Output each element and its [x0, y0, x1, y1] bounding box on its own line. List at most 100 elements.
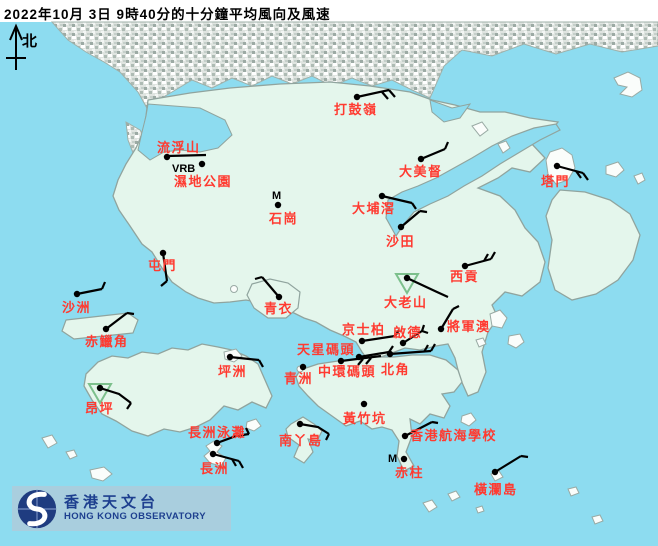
- wind-barb-feather-tap-mun-1: [575, 170, 582, 179]
- station-label-star-ferry-pier: 天星碼頭: [297, 342, 355, 357]
- station-label-wetland-park: 濕地公園: [174, 174, 232, 189]
- station-dot-kings-park: [358, 337, 366, 345]
- station-label-sha-tin: 沙田: [386, 234, 415, 249]
- wind-barb-star-ferry-pier: [358, 350, 390, 359]
- wind-barb-ta-kwu-ling: [356, 88, 390, 99]
- station-dot-kai-tak: [399, 339, 407, 347]
- station-cheung-chau-beach: 長洲泳灘: [188, 425, 250, 447]
- wind-barb-kings-park: [361, 334, 396, 343]
- station-tap-mun: 塔門: [541, 162, 589, 189]
- map-title: 2022年10月 3日 9時40分的十分鐘平均風向及風速: [4, 7, 331, 22]
- station-dot-ta-kwu-ling: [353, 93, 361, 101]
- wind-barb-feather-peng-chau-0: [258, 359, 264, 368]
- wind-barb-feather-kings-park-0: [394, 329, 400, 337]
- station-dot-sai-kung: [461, 262, 469, 270]
- wind-barb-feather-kai-tak-1: [420, 324, 426, 332]
- station-label-hk-sea-school: 香港航海學校: [409, 428, 497, 443]
- wind-barb-feather-chek-lap-kok-0: [126, 311, 135, 316]
- station-label-stanley: 赤柱: [395, 465, 424, 480]
- station-label-sai-kung: 西貢: [450, 269, 479, 284]
- wind-barb-feather-lamma-island-0: [325, 433, 330, 441]
- station-tseung-kwan-o: 將軍澳: [437, 305, 491, 334]
- wind-barb-cheung-chau: [212, 452, 240, 463]
- station-label-tai-po-kau: 大埔滘: [352, 201, 396, 216]
- wind-barb-hk-sea-school: [404, 421, 433, 437]
- station-tai-mei-tuk: 大美督: [399, 141, 450, 179]
- station-label-kai-tak: 啟德: [393, 325, 422, 340]
- station-lamma-island: 南丫島: [279, 420, 330, 448]
- station-label-tsing-yi: 青衣: [264, 301, 293, 316]
- station-cheung-chau: 長洲: [200, 450, 244, 476]
- station-dot-tsing-yi: [275, 293, 283, 301]
- station-dot-north-point: [386, 350, 394, 358]
- wind-barb-feather-waglan-island-0: [520, 454, 529, 459]
- station-label-shek-kong: 石崗: [268, 211, 298, 226]
- wind-barb-tuen-mun: [161, 252, 169, 282]
- hko-name-zh: 香港天文台: [64, 493, 160, 511]
- station-label-ta-kwu-ling: 打鼓嶺: [334, 102, 378, 117]
- station-sha-tin: 沙田: [386, 209, 428, 249]
- land-tsing-yi: [246, 278, 301, 319]
- hko-logo-icon: [17, 489, 57, 528]
- station-label-tai-mei-tuk: 大美督: [399, 164, 443, 179]
- wind-barb-ngong-ping: [99, 386, 132, 404]
- wind-barb-tsing-yi: [261, 276, 280, 298]
- station-waglan-island: 橫瀾島: [474, 454, 529, 497]
- wind-barb-feather-ngong-ping-0: [126, 402, 132, 410]
- wind-barb-feather-cheung-chau-beach-0: [245, 427, 250, 435]
- wind-barb-cheung-chau-beach: [216, 432, 250, 445]
- station-label-north-point: 北角: [381, 362, 410, 377]
- station-label-tuen-mun: 屯門: [148, 258, 177, 273]
- wind-barb-feather-ta-kwu-ling-1: [381, 91, 389, 100]
- station-dot-tai-po-kau: [378, 192, 386, 200]
- wind-barb-tates-cairn: [406, 277, 449, 299]
- wind-barb-feather-tai-mei-tuk-0: [443, 141, 450, 150]
- wind-barb-feather-sai-kung-1: [483, 253, 489, 262]
- wind-barb-feather-kai-tak-0: [421, 329, 429, 335]
- station-label-ngong-ping: 昂坪: [85, 401, 114, 416]
- land-hk-island: [295, 354, 463, 472]
- station-tai-po-kau: 大埔滘: [352, 192, 417, 216]
- urban-area-north: [50, 21, 658, 111]
- wind-barb-feather-cheung-chau-0: [238, 460, 244, 469]
- station-label-kings-park: 京士柏: [342, 322, 386, 337]
- station-dot-green-island: [299, 363, 307, 371]
- station-label-sha-chau: 沙洲: [62, 300, 91, 315]
- station-marker-stanley: M: [388, 453, 397, 465]
- station-dot-chek-lap-kok: [102, 325, 110, 333]
- station-label-tap-mun: 塔門: [541, 174, 570, 189]
- wind-barb-feather-tuen-mun-0: [160, 280, 168, 287]
- station-label-peng-chau: 坪洲: [218, 364, 247, 379]
- station-peng-chau: 坪洲: [218, 353, 264, 379]
- wind-barb-feather-sai-kung-0: [490, 251, 496, 260]
- wind-barb-sha-chau: [76, 287, 103, 296]
- wind-barb-lau-fau-shan: [166, 153, 207, 158]
- station-label-lau-fau-shan: 流浮山: [157, 140, 201, 155]
- station-dot-shek-kong: [274, 201, 282, 209]
- wind-barb-feather-north-point-1: [423, 344, 429, 353]
- station-label-cheung-chau: 長洲: [200, 461, 229, 476]
- wind-barb-feather-tai-po-kau-0: [411, 202, 417, 210]
- wind-barb-feather-sha-tin-0: [419, 209, 428, 214]
- station-north-point: 北角: [381, 343, 436, 377]
- station-tuen-mun: 屯門: [148, 249, 177, 287]
- wind-barb-lamma-island: [299, 422, 330, 435]
- station-ngong-ping: 昂坪: [85, 383, 132, 416]
- station-kings-park: 京士柏: [342, 322, 400, 345]
- station-tates-cairn: 大老山: [384, 273, 449, 310]
- wind-barb-sai-kung: [464, 257, 492, 268]
- station-label-green-island: 青洲: [284, 371, 313, 386]
- station-dot-wong-chuk-hang: [360, 400, 368, 408]
- wind-barb-feather-hk-sea-school-0: [431, 420, 439, 425]
- wind-barb-feather-cheung-chau-1: [231, 458, 237, 467]
- hko-name-en: HONG KONG OBSERVATORY: [64, 511, 206, 523]
- station-label-tseung-kwan-o: 將軍澳: [447, 319, 491, 334]
- station-label-chek-lap-kok: 赤鱲角: [85, 334, 129, 349]
- station-ta-kwu-ling: 打鼓嶺: [334, 88, 396, 117]
- wind-barb-tai-mei-tuk: [420, 147, 446, 161]
- station-dot-tuen-mun: [159, 249, 167, 257]
- station-dot-central-pier: [337, 357, 345, 365]
- hill-triangle-ngong-ping: [87, 383, 113, 405]
- hko-banner: 香港天文台 HONG KONG OBSERVATORY: [12, 486, 231, 531]
- station-dot-tai-mei-tuk: [417, 155, 425, 163]
